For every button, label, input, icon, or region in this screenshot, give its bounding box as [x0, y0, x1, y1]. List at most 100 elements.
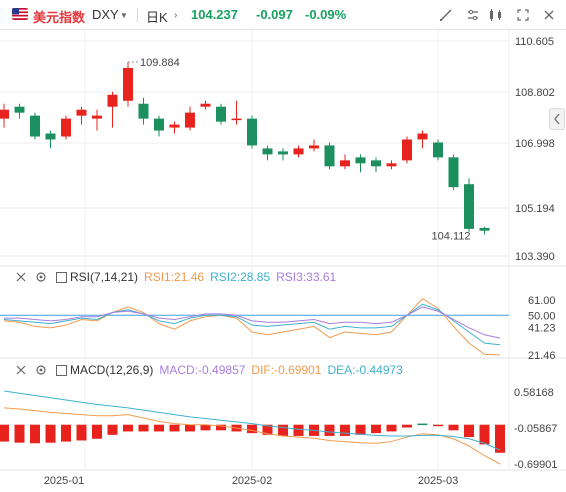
- price-tick-label: 105.194: [515, 203, 555, 215]
- candle-body: [45, 133, 56, 140]
- candle-body: [200, 103, 211, 107]
- candle-body: [0, 109, 9, 119]
- macd-histogram-bar: [417, 423, 428, 426]
- high-price-label: 109.884: [140, 57, 180, 69]
- rsi2-value: RSI2:28.85: [210, 270, 271, 284]
- macd-histogram-bar: [247, 424, 257, 434]
- hide-indicator-icon[interactable]: [14, 363, 28, 377]
- macd-histogram-bar: [14, 424, 25, 443]
- macd-histogram-bar: [138, 424, 149, 432]
- macd-histogram-bar: [340, 424, 350, 436]
- macd-histogram-bar: [371, 424, 381, 434]
- indicator-settings-icon[interactable]: [464, 7, 482, 23]
- rsi-tick-label: 50.00: [528, 310, 556, 322]
- price-tick-label: 110.605: [515, 36, 554, 48]
- collapse-checkbox-icon[interactable]: [54, 270, 68, 284]
- collapse-checkbox-icon[interactable]: [54, 363, 68, 377]
- macd-histogram-bar: [464, 424, 474, 438]
- price-tick-label: 103.390: [515, 251, 555, 263]
- macd-histogram-bar: [107, 424, 118, 435]
- candle-body: [479, 227, 490, 231]
- candle-body: [448, 157, 459, 188]
- divider: [137, 8, 138, 22]
- rsi-title: RSI(7,14,21): [70, 270, 139, 284]
- candle-body: [185, 112, 195, 128]
- price-change-percent: -0.09%: [305, 7, 347, 22]
- candle-body: [30, 115, 40, 137]
- price-change: -0.097: [256, 7, 293, 22]
- candle-body: [417, 133, 428, 140]
- rsi-tick-label: 61.00: [528, 295, 556, 307]
- macd-histogram-bar: [262, 424, 273, 435]
- candle-body: [247, 118, 257, 146]
- candle-body: [433, 142, 443, 158]
- candle-body: [262, 148, 273, 155]
- macd-histogram-bar: [76, 424, 87, 441]
- candle-body: [14, 106, 25, 113]
- macd-histogram-bar: [278, 424, 288, 436]
- fullscreen-icon[interactable]: [514, 7, 532, 23]
- macd-histogram-bar: [30, 424, 40, 444]
- dea-line: [3, 390, 501, 451]
- macd-histogram-bar: [402, 424, 412, 428]
- symbol-code[interactable]: DXY: [92, 7, 119, 22]
- candle-body: [402, 139, 412, 161]
- hide-indicator-icon[interactable]: [14, 270, 28, 284]
- price-tick-label: 106.998: [515, 138, 555, 150]
- macd-histogram-bar: [185, 424, 195, 432]
- scroll-left-button[interactable]: [549, 108, 565, 130]
- candle-body: [293, 148, 304, 155]
- settings-gear-icon[interactable]: [34, 363, 48, 377]
- macd-tick-label: -0.05867: [514, 423, 557, 435]
- period-chevron-icon[interactable]: ›: [174, 10, 178, 21]
- macd-histogram-bar: [92, 424, 102, 439]
- us-flag-icon: [12, 8, 28, 20]
- date-axis-label: 2025-02: [232, 475, 272, 487]
- candle-body: [324, 145, 335, 167]
- rsi3-value: RSI3:33.61: [276, 270, 337, 284]
- macd-histogram-bar: [293, 424, 304, 436]
- macd-tick-label: 0.58168: [514, 387, 554, 399]
- macd-histogram-bar: [45, 424, 56, 443]
- macd-histogram-bar: [200, 424, 211, 431]
- candle-body: [371, 160, 381, 167]
- rsi-header: RSI(7,14,21) RSI1:21.46 RSI2:28.85 RSI3:…: [0, 268, 342, 286]
- close-icon[interactable]: [540, 7, 558, 23]
- candle-body: [138, 103, 149, 119]
- symbol-dropdown-icon[interactable]: ▼: [120, 11, 128, 20]
- low-price-label: 104.112: [432, 231, 471, 243]
- macd-value: MACD:-0.49857: [159, 363, 246, 377]
- macd-histogram-bar: [433, 424, 443, 427]
- candle-body: [107, 94, 118, 107]
- candle-body: [278, 151, 288, 155]
- candle-body: [340, 160, 350, 167]
- candle-body: [464, 184, 474, 229]
- dif-line: [3, 407, 501, 465]
- rsi-line-1: [3, 297, 501, 356]
- macd-histogram-bar: [355, 424, 366, 435]
- candle-body: [154, 118, 164, 131]
- date-axis-label: 2025-03: [418, 475, 458, 487]
- symbol-name[interactable]: 美元指数: [33, 10, 86, 25]
- macd-histogram-bar: [169, 424, 180, 432]
- line-tool-icon[interactable]: [437, 7, 455, 23]
- candle-body: [76, 109, 87, 116]
- candle-body: [386, 163, 397, 167]
- macd-histogram-bar: [61, 424, 71, 442]
- candle-body: [216, 106, 226, 122]
- settings-gear-icon[interactable]: [34, 270, 48, 284]
- candle-body: [92, 115, 102, 119]
- candle-body: [61, 118, 71, 137]
- macd-histogram-bar: [216, 424, 226, 431]
- date-axis-label: 2025-01: [44, 475, 84, 487]
- macd-title: MACD(12,26,9): [70, 363, 154, 377]
- candle-body: [169, 124, 180, 128]
- period-selector[interactable]: 日K: [146, 10, 168, 25]
- rsi-line-3: [4, 306, 501, 339]
- macd-histogram-bar: [123, 424, 133, 432]
- drawing-tool-icon[interactable]: [487, 7, 505, 23]
- price-chart[interactable]: 110.605 108.802 106.998 105.194 103.390 109.8…: [0, 30, 566, 492]
- macd-header: MACD(12,26,9) MACD:-0.49857 DIF:-0.69901…: [0, 361, 409, 379]
- dif-value: DIF:-0.69901: [251, 363, 322, 377]
- macd-histogram-bar: [448, 424, 459, 431]
